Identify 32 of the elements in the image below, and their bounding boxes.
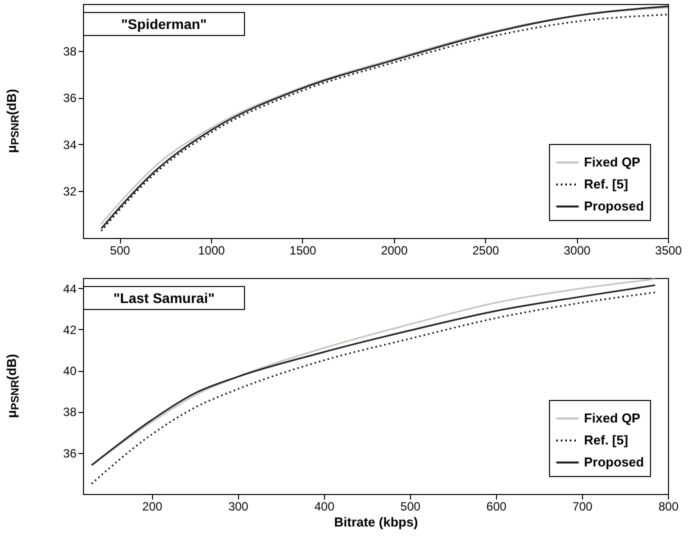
x-tick-label: 200 bbox=[142, 500, 163, 514]
y-tick-label: 32 bbox=[63, 184, 77, 199]
x-tick-label: 3500 bbox=[655, 244, 682, 258]
x-tick-label: 1500 bbox=[290, 244, 317, 258]
legend-label: Proposed bbox=[584, 454, 644, 470]
y-tick-label: 38 bbox=[63, 44, 77, 58]
y-tick-label: 36 bbox=[63, 446, 77, 460]
x-tick-label: 3000 bbox=[564, 244, 591, 258]
y-tick-label: 40 bbox=[63, 364, 77, 378]
x-tick-label: 1000 bbox=[198, 244, 226, 258]
x-tick-label: 2000 bbox=[380, 244, 408, 258]
legend-label: Ref. [5] bbox=[584, 176, 628, 192]
x-axis-title: Bitrate (kbps) bbox=[334, 514, 418, 530]
x-tick-label: 700 bbox=[572, 500, 593, 514]
x-tick-label: 800 bbox=[658, 500, 679, 514]
y-tick-label: 42 bbox=[63, 322, 77, 337]
x-tick-label: 300 bbox=[228, 500, 249, 514]
x-tick-label: 500 bbox=[110, 244, 130, 258]
legend-label: Proposed bbox=[584, 198, 644, 214]
label-box: "Spiderman" bbox=[83, 12, 245, 36]
legend-label: Ref. [5] bbox=[584, 432, 628, 448]
y-tick-label: 44 bbox=[63, 282, 77, 296]
y-tick-label: 36 bbox=[63, 91, 77, 106]
label-box: "Last Samurai" bbox=[83, 286, 245, 310]
legend-label: Fixed QP bbox=[584, 154, 641, 170]
x-tick-label: 2500 bbox=[472, 244, 500, 258]
legend-label: Fixed QP bbox=[584, 410, 641, 426]
y-tick-label: 34 bbox=[63, 138, 77, 152]
x-tick-label: 500 bbox=[400, 500, 421, 514]
x-tick-label: 600 bbox=[486, 500, 507, 514]
y-tick-label: 38 bbox=[63, 405, 77, 420]
x-tick-label: 400 bbox=[314, 500, 335, 514]
